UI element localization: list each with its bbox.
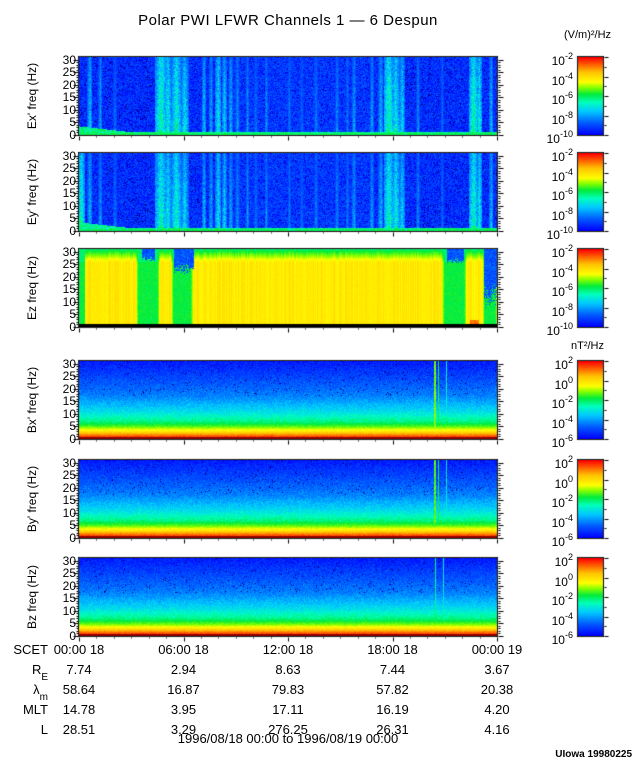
- date-range-label: 1996/08/18 00:00 to 1996/08/19 00:00: [177, 731, 399, 746]
- credit-label: UIowa 19980225: [555, 749, 632, 760]
